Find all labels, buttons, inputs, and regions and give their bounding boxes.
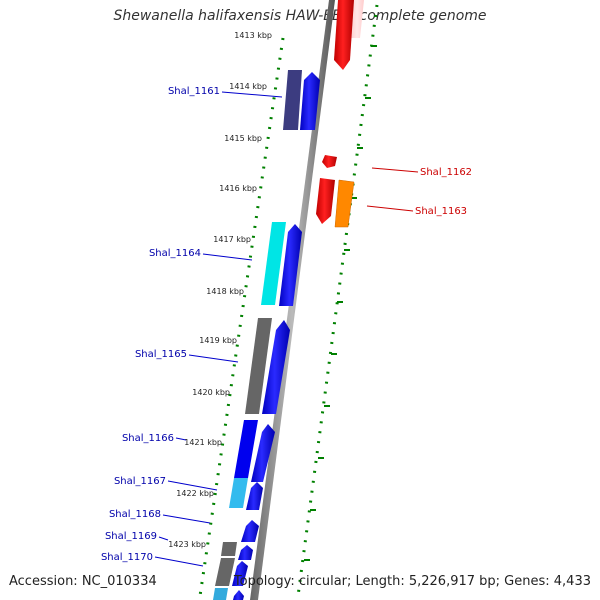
gene-shal-1162-arrow — [322, 155, 337, 168]
gene-shal-1169-arrow — [238, 545, 253, 560]
gene-shal-1168-arrow — [241, 520, 259, 542]
gene-reverse-top — [334, 0, 354, 70]
gene-shal-1161-outer — [283, 70, 302, 130]
gene-label-shal-1166[interactable]: Shal_1166 — [122, 433, 174, 444]
scale-label-1415: 1415 kbp — [224, 134, 262, 143]
gene-label-shal-1170[interactable]: Shal_1170 — [101, 552, 153, 563]
gene-label-shal-1164[interactable]: Shal_1164 — [149, 248, 201, 259]
gene-shal-1165-outer — [245, 318, 272, 414]
gene-label-shal-1161[interactable]: Shal_1161 — [168, 86, 220, 97]
gene-label-shal-1163[interactable]: Shal_1163 — [415, 206, 467, 217]
scale-label-1423: 1423 kbp — [168, 540, 206, 549]
gene-shal-1164-arrow — [279, 224, 302, 306]
scale-label-1422: 1422 kbp — [176, 489, 214, 498]
gene-label-shal-1162[interactable]: Shal_1162 — [420, 167, 472, 178]
gene-shal-1161-arrow — [300, 72, 320, 130]
topology-label: Topology: circular; Length: 5,226,917 bp… — [233, 574, 591, 589]
gene-shal-1170-arrow — [232, 561, 248, 586]
accession-label: Accession: NC_010334 — [9, 574, 157, 589]
right-gene-labels: Shal_1162 Shal_1163 — [415, 167, 472, 217]
gene-faded-top — [350, 0, 364, 38]
scale-label-1420: 1420 kbp — [192, 388, 230, 397]
left-label-connectors — [154, 91, 283, 567]
right-label-connectors — [366, 167, 419, 212]
scale-label-1421: 1421 kbp — [184, 438, 222, 447]
scale-label-1418: 1418 kbp — [206, 287, 244, 296]
gene-shal-1170-outer — [215, 558, 235, 586]
scale-label-1417: 1417 kbp — [213, 235, 251, 244]
gene-bottom-cyan — [213, 588, 228, 600]
gene-label-shal-1168[interactable]: Shal_1168 — [109, 509, 161, 520]
gene-bottom-blue — [233, 590, 244, 600]
gene-shal-1167-arrow — [246, 482, 263, 510]
gene-shal-1169-outer — [221, 542, 237, 556]
gene-shal-1163-b — [334, 179, 355, 228]
gene-shal-1164-outer — [261, 222, 286, 305]
scale-label-1414: 1414 kbp — [229, 82, 267, 91]
scale-label-1419: 1419 kbp — [199, 336, 237, 345]
genome-title: Shewanella halifaxensis HAW-EB4, complet… — [113, 8, 487, 24]
gene-label-shal-1169[interactable]: Shal_1169 — [105, 531, 157, 542]
right-dash-marks — [304, 45, 377, 561]
scale-label-1416: 1416 kbp — [219, 184, 257, 193]
gene-shal-1166-outer — [234, 420, 258, 478]
scale-label-1413: 1413 kbp — [234, 31, 272, 40]
gene-shal-1165-arrow — [262, 320, 290, 414]
gene-label-shal-1167[interactable]: Shal_1167 — [114, 476, 166, 487]
scale-labels: 1413 kbp 1414 kbp 1415 kbp 1416 kbp 1417… — [168, 31, 272, 549]
gene-label-shal-1165[interactable]: Shal_1165 — [135, 349, 187, 360]
gene-shal-1163-a — [316, 178, 335, 224]
scale-tick-line-left — [198, 37, 285, 597]
left-gene-labels: Shal_1161 Shal_1164 Shal_1165 Shal_1166 … — [101, 86, 220, 563]
gene-shal-1166-arrow — [251, 424, 275, 482]
gene-shal-1167-outer — [229, 478, 248, 508]
